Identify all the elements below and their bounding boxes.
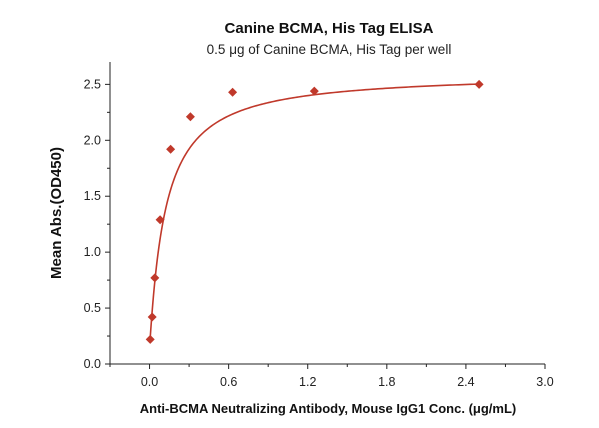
data-point bbox=[185, 112, 195, 122]
x-axis-label: Anti-BCMA Neutralizing Antibody, Mouse I… bbox=[140, 401, 517, 416]
plot-area: 0.0 0.6 1.2 1.8 2.4 3.0 0.0 0.5 1.0 1.5 2.0 2.5 bbox=[84, 62, 554, 389]
x-ticks: 0.0 0.6 1.2 1.8 2.4 3.0 bbox=[109, 364, 554, 389]
x-tick-label: 1.8 bbox=[378, 375, 395, 389]
y-tick-label: 0.0 bbox=[84, 357, 101, 371]
y-tick-label: 2.0 bbox=[84, 133, 101, 147]
data-points bbox=[145, 79, 484, 344]
y-axis-label: Mean Abs.(OD450) bbox=[48, 147, 65, 279]
y-tick-label: 0.5 bbox=[84, 301, 101, 315]
data-point bbox=[155, 215, 165, 225]
x-tick-label: 0.6 bbox=[220, 375, 237, 389]
x-tick-label: 2.4 bbox=[457, 375, 474, 389]
y-tick-label: 2.5 bbox=[84, 77, 101, 91]
chart-subtitle: 0.5 μg of Canine BCMA, His Tag per well bbox=[207, 42, 452, 57]
data-point bbox=[309, 86, 319, 96]
x-tick-label: 1.2 bbox=[299, 375, 316, 389]
data-point bbox=[150, 273, 160, 283]
data-point bbox=[166, 144, 176, 154]
data-point bbox=[474, 79, 484, 89]
chart-title: Canine BCMA, His Tag ELISA bbox=[225, 20, 434, 37]
y-tick-label: 1.5 bbox=[84, 189, 101, 203]
data-point bbox=[145, 334, 155, 344]
x-tick-label: 0.0 bbox=[141, 375, 158, 389]
data-point bbox=[228, 87, 238, 97]
fit-curve bbox=[149, 83, 480, 338]
x-tick-label: 3.0 bbox=[536, 375, 553, 389]
data-point bbox=[147, 312, 157, 322]
y-ticks: 0.0 0.5 1.0 1.5 2.0 2.5 bbox=[84, 77, 110, 371]
y-tick-label: 1.0 bbox=[84, 245, 101, 259]
